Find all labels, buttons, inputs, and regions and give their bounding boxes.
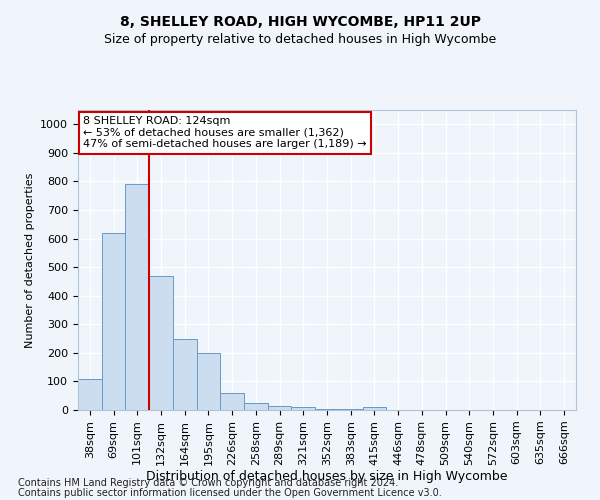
Text: Contains HM Land Registry data © Crown copyright and database right 2024.: Contains HM Land Registry data © Crown c…: [18, 478, 398, 488]
Bar: [315, 408, 339, 410]
Bar: [268, 406, 292, 410]
Bar: [173, 338, 197, 410]
Text: 8, SHELLEY ROAD, HIGH WYCOMBE, HP11 2UP: 8, SHELLEY ROAD, HIGH WYCOMBE, HP11 2UP: [119, 15, 481, 29]
Bar: [362, 407, 386, 410]
Text: Contains public sector information licensed under the Open Government Licence v3: Contains public sector information licen…: [18, 488, 442, 498]
Bar: [102, 233, 125, 410]
Text: 8 SHELLEY ROAD: 124sqm
← 53% of detached houses are smaller (1,362)
47% of semi-: 8 SHELLEY ROAD: 124sqm ← 53% of detached…: [83, 116, 367, 149]
X-axis label: Distribution of detached houses by size in High Wycombe: Distribution of detached houses by size …: [146, 470, 508, 484]
Bar: [244, 403, 268, 410]
Bar: [197, 353, 220, 410]
Bar: [149, 276, 173, 410]
Bar: [220, 393, 244, 410]
Bar: [125, 184, 149, 410]
Bar: [339, 409, 362, 410]
Y-axis label: Number of detached properties: Number of detached properties: [25, 172, 35, 348]
Bar: [78, 378, 102, 410]
Bar: [292, 407, 315, 410]
Text: Size of property relative to detached houses in High Wycombe: Size of property relative to detached ho…: [104, 32, 496, 46]
